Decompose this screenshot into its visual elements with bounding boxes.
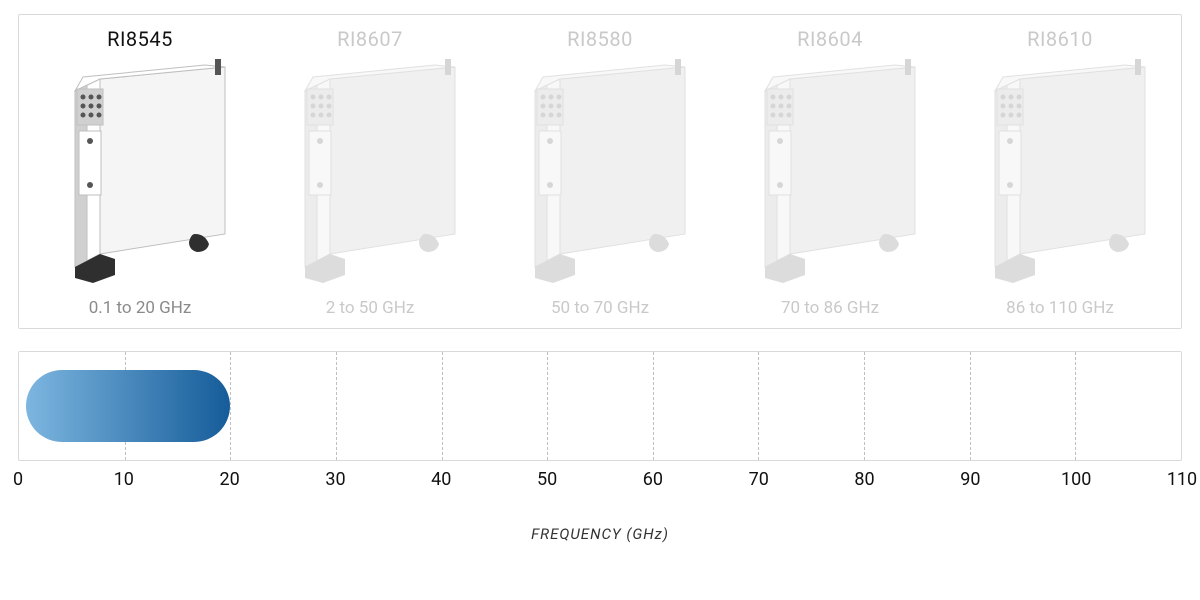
device-icon (735, 59, 925, 288)
device-icon (965, 59, 1155, 288)
axis-tick-label: 10 (114, 469, 134, 490)
axis-tick-label: 90 (960, 469, 980, 490)
frequency-axis: 0102030405060708090100110 (18, 469, 1182, 495)
device-icon (45, 59, 235, 288)
product-cards-panel: RI8545 0.1 to 20 GHzRI8607 2 to 50 GHzRI… (18, 14, 1182, 329)
axis-tick-label: 20 (220, 469, 240, 490)
product-card-ri8604[interactable]: RI8604 70 to 86 GHz (715, 27, 945, 318)
chart-gridline (970, 352, 971, 460)
axis-tick-label: 80 (854, 469, 874, 490)
product-card-range: 0.1 to 20 GHz (89, 298, 192, 318)
frequency-range-chart (18, 351, 1182, 461)
frequency-axis-title: FREQUENCY (GHz) (18, 525, 1182, 543)
product-card-title: RI8610 (1027, 27, 1093, 51)
axis-tick-label: 70 (749, 469, 769, 490)
chart-gridline (758, 352, 759, 460)
axis-tick-label: 0 (13, 469, 23, 490)
product-card-ri8610[interactable]: RI8610 86 to 110 GHz (945, 27, 1175, 318)
product-card-ri8545[interactable]: RI8545 0.1 to 20 GHz (25, 27, 255, 318)
chart-gridline (230, 352, 231, 460)
chart-gridline (547, 352, 548, 460)
axis-tick-label: 50 (537, 469, 557, 490)
product-card-title: RI8604 (797, 27, 863, 51)
device-icon (505, 59, 695, 288)
axis-tick-label: 30 (325, 469, 345, 490)
axis-tick-label: 110 (1167, 469, 1197, 490)
product-card-title: RI8607 (337, 27, 403, 51)
product-card-range: 70 to 86 GHz (781, 298, 879, 318)
product-card-title: RI8545 (107, 27, 173, 51)
device-icon (275, 59, 465, 288)
product-card-ri8580[interactable]: RI8580 50 to 70 GHz (485, 27, 715, 318)
product-card-title: RI8580 (567, 27, 633, 51)
axis-tick-label: 100 (1061, 469, 1091, 490)
axis-tick-label: 40 (431, 469, 451, 490)
chart-gridline (1075, 352, 1076, 460)
product-card-range: 50 to 70 GHz (551, 298, 649, 318)
chart-gridline (336, 352, 337, 460)
chart-gridline (442, 352, 443, 460)
chart-gridline (653, 352, 654, 460)
chart-gridline (864, 352, 865, 460)
product-card-range: 2 to 50 GHz (326, 298, 415, 318)
active-frequency-range-bar (26, 370, 230, 442)
axis-tick-label: 60 (643, 469, 663, 490)
product-card-ri8607[interactable]: RI8607 2 to 50 GHz (255, 27, 485, 318)
product-card-range: 86 to 110 GHz (1006, 298, 1114, 318)
